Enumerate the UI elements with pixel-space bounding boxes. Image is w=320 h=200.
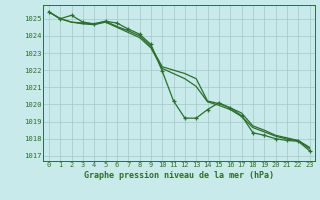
X-axis label: Graphe pression niveau de la mer (hPa): Graphe pression niveau de la mer (hPa) (84, 171, 274, 180)
